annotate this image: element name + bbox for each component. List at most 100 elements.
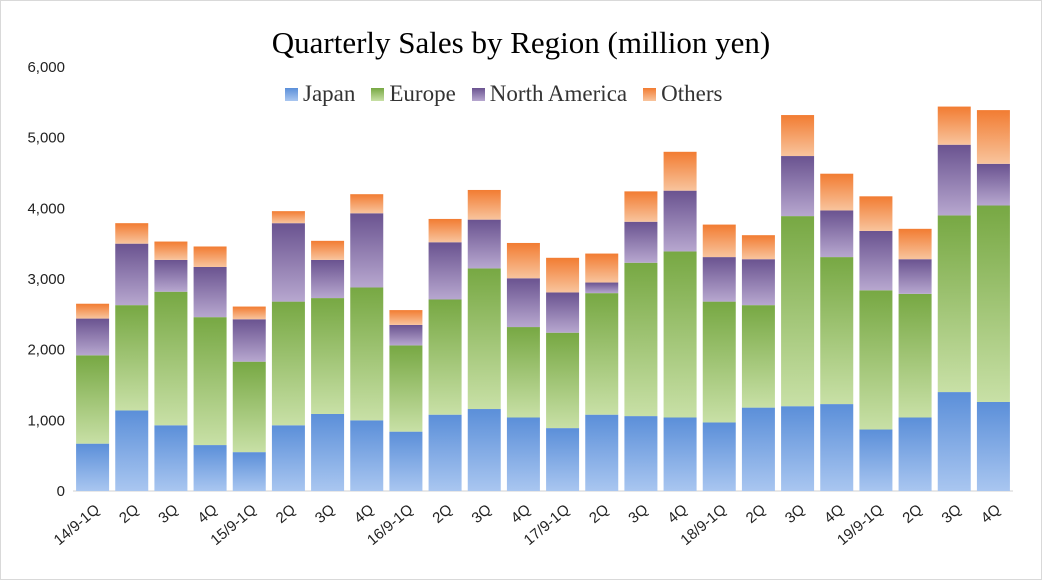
x-tick-label: 2Q — [743, 501, 769, 527]
bar-others — [781, 115, 815, 157]
bar-north-america — [976, 163, 1010, 206]
bar-europe — [702, 301, 736, 423]
x-tick-label: 3Q — [312, 501, 338, 527]
bar-others — [546, 257, 580, 293]
bar-others — [624, 191, 658, 222]
legend-item-europe: Europe — [371, 81, 456, 107]
bar-others — [898, 228, 932, 260]
bar-north-america — [702, 257, 736, 302]
bar-others — [193, 246, 227, 267]
bar-japan — [115, 410, 149, 491]
bar-north-america — [624, 221, 658, 263]
bar-north-america — [428, 242, 462, 300]
bar-europe — [781, 216, 815, 407]
x-tick-label: 3Q — [939, 501, 965, 527]
bar-north-america — [546, 292, 580, 333]
bar-others — [937, 106, 971, 145]
bar-north-america — [585, 282, 619, 294]
x-tick-label: 2Q — [899, 501, 925, 527]
bar-japan — [976, 401, 1010, 491]
legend-item-others: Others — [643, 81, 722, 107]
bar-north-america — [115, 243, 149, 306]
x-tick-label: 3Q — [155, 501, 181, 527]
bar-japan — [702, 422, 736, 491]
bar-japan — [428, 414, 462, 491]
y-tick-label: 0 — [57, 483, 65, 500]
x-tick-label: 4Q — [351, 501, 377, 527]
x-tick-label: 3Q — [469, 501, 495, 527]
bar-japan — [271, 425, 305, 491]
y-tick-label: 3,000 — [27, 271, 65, 288]
y-tick-label: 6,000 — [27, 59, 65, 76]
legend-swatch-north-america — [471, 87, 485, 101]
bar-others — [389, 310, 423, 325]
bar-japan — [76, 443, 110, 491]
legend-item-north-america: North America — [471, 81, 628, 107]
legend-label-north-america: North America — [489, 81, 628, 106]
x-tick-label: 4Q — [821, 501, 847, 527]
bar-others — [311, 240, 345, 260]
bar-others — [663, 151, 697, 191]
bar-europe — [624, 262, 658, 417]
bar-north-america — [506, 278, 540, 328]
y-tick-label: 5,000 — [27, 130, 65, 147]
bar-north-america — [76, 318, 110, 356]
bar-north-america — [820, 210, 854, 258]
legend-item-japan: Japan — [285, 81, 355, 107]
bar-europe — [820, 257, 854, 405]
x-tick-label: 2Q — [429, 501, 455, 527]
bar-europe — [663, 251, 697, 418]
bar-north-america — [859, 230, 893, 291]
bar-others — [506, 242, 540, 279]
bar-japan — [350, 420, 384, 491]
bar-japan — [859, 429, 893, 491]
bar-japan — [389, 431, 423, 491]
bar-japan — [741, 407, 775, 491]
bar-north-america — [389, 324, 423, 346]
bar-japan — [781, 406, 815, 491]
bar-japan — [193, 445, 227, 491]
bar-north-america — [741, 259, 775, 306]
legend-swatch-europe — [371, 87, 385, 101]
bar-others — [428, 218, 462, 243]
bar-others — [232, 306, 266, 320]
bar-japan — [820, 404, 854, 491]
bar-europe — [937, 215, 971, 393]
bar-europe — [546, 332, 580, 429]
bar-others — [741, 235, 775, 260]
bar-north-america — [232, 319, 266, 362]
bar-europe — [428, 299, 462, 415]
legend: Japan Europe North America Others — [285, 80, 738, 108]
legend-label-japan: Japan — [303, 81, 356, 106]
bar-japan — [937, 392, 971, 491]
bar-north-america — [311, 259, 345, 299]
bar-north-america — [350, 213, 384, 288]
y-tick-label: 2,000 — [27, 342, 65, 359]
bar-europe — [76, 355, 110, 444]
bar-europe — [898, 293, 932, 418]
bar-others — [76, 303, 110, 319]
x-tick-label: 3Q — [625, 501, 651, 527]
bar-others — [585, 253, 619, 283]
bar-europe — [350, 287, 384, 421]
bar-north-america — [898, 259, 932, 294]
bar-europe — [115, 305, 149, 411]
bar-north-america — [781, 156, 815, 217]
bar-north-america — [663, 190, 697, 252]
bar-europe — [741, 305, 775, 408]
legend-swatch-others — [643, 87, 657, 101]
x-tick-label: 4Q — [194, 501, 220, 527]
bar-europe — [271, 301, 305, 426]
bar-others — [467, 189, 501, 220]
bar-europe — [467, 268, 501, 410]
legend-label-europe: Europe — [389, 81, 456, 106]
y-tick-label: 1,000 — [27, 412, 65, 429]
bar-europe — [389, 345, 423, 432]
bar-europe — [154, 291, 188, 426]
x-tick-label: 2Q — [116, 501, 142, 527]
bar-others — [115, 223, 149, 244]
bar-others — [154, 241, 188, 260]
legend-swatch-japan — [285, 87, 298, 101]
